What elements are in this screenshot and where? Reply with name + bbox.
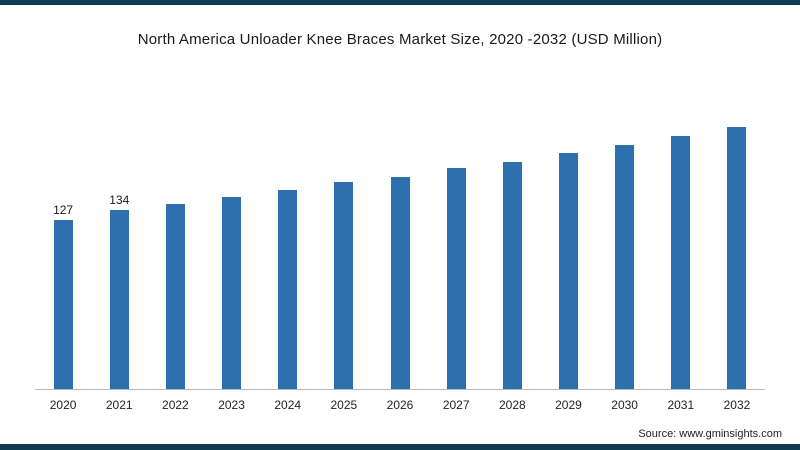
bar-2022 [165,204,185,389]
bottom-accent-strip [0,444,800,450]
x-axis-label-2029: 2029 [555,398,582,412]
x-axis-label-2021: 2021 [105,398,133,412]
x-axis-label-2024: 2024 [274,398,302,412]
bar-2030 [615,145,635,389]
x-axis: 2020 2021 2022 2023 2024 2025 2026 2027 2028 2029… [35,398,765,412]
bar-2031 [671,136,691,389]
x-axis-label-2032: 2032 [723,398,751,412]
bar-column-2025 [316,110,372,389]
x-axis-label-2022: 2022 [162,398,189,412]
x-axis-label-2030: 2030 [611,398,638,412]
bar-column-2026 [372,110,428,389]
bar-value-label-2020: 127 [53,203,74,217]
bar-column-2027 [428,110,484,389]
bar-column-2023 [203,110,259,389]
bar-column-2029 [540,110,596,389]
bar-2023 [222,197,242,389]
x-axis-label-2031: 2031 [667,398,695,412]
bar-column-2030 [597,110,653,389]
source-attribution: Source: www.gminsights.com [638,428,782,440]
chart-title: North America Unloader Knee Braces Marke… [137,31,663,48]
bar-2028 [502,162,522,389]
bar-2025 [334,182,354,389]
x-axis-label-2027: 2027 [442,398,470,412]
bar-column-2024 [260,110,316,389]
bar-2027 [446,168,466,389]
bar-column-2020: 127 [35,110,91,389]
x-axis-label-2020: 2020 [49,398,77,412]
bar-column-2031 [653,110,709,389]
bar-2024 [278,190,298,389]
bar-column-2022 [147,110,203,389]
bar-2032 [727,127,747,389]
x-axis-label-2025: 2025 [330,398,358,412]
bar-value-label-2021: 134 [109,193,130,207]
top-accent-strip [0,0,800,5]
bar-column-2032 [709,110,765,389]
bar-2029 [558,153,578,389]
bar-2026 [390,177,410,389]
x-axis-label-2023: 2023 [218,398,245,412]
bar-2021 [109,210,129,389]
x-axis-label-2028: 2028 [498,398,526,412]
chart-plot-wrapper: 127 134 2020 2021 2022 2023 2024 2025 2026 2027 2… [35,110,765,412]
bar-column-2021: 134 [91,110,147,389]
bar-column-2028 [484,110,540,389]
plot-area: 127 134 [35,110,765,390]
x-axis-label-2026: 2026 [386,398,414,412]
bar-2020 [53,220,73,389]
